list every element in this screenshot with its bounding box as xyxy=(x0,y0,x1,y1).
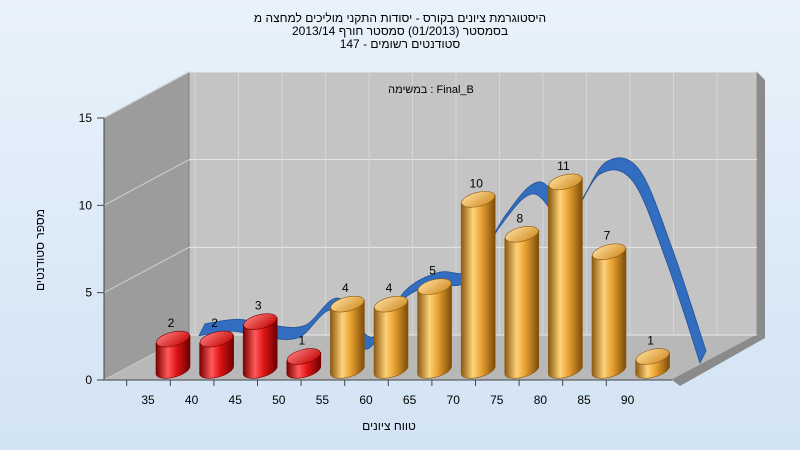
bar-value-label: 2 xyxy=(168,316,175,330)
bar-value-label: 4 xyxy=(386,281,393,295)
x-axis-title: טווח ציונים xyxy=(362,419,416,433)
bar-top xyxy=(417,278,452,295)
bar-top xyxy=(286,348,321,365)
bar-value-label: 1 xyxy=(647,334,654,348)
bar-value-label: 2 xyxy=(211,316,218,330)
x-tick-label: 80 xyxy=(534,393,548,407)
bar-body xyxy=(460,194,496,379)
inner-chart-title: Final_B : במשימה xyxy=(388,84,474,96)
x-tick-label: 60 xyxy=(359,393,373,407)
data-labels: 2 2 3 1 4 4 5 10 8 11 7 1 xyxy=(168,159,655,348)
y-tick-label: 0 xyxy=(85,373,92,387)
bar-top xyxy=(374,295,408,313)
bar-top xyxy=(635,348,670,365)
chart-floor-edge xyxy=(672,335,765,386)
x-tick-label: 85 xyxy=(577,393,591,407)
chart-right-edge xyxy=(757,72,765,338)
bar-body xyxy=(504,229,540,379)
gridline-side xyxy=(103,71,190,119)
x-tick-label: 40 xyxy=(185,393,199,407)
bar-top xyxy=(243,313,278,330)
x-tick-label: 45 xyxy=(229,393,243,407)
chart-title-line-1: היסטוגרמת ציונים בקורס - יסודות התקני מו… xyxy=(253,11,547,25)
gridline-side xyxy=(103,246,190,294)
y-tick-label: 10 xyxy=(79,198,93,212)
bar-body xyxy=(373,299,409,379)
y-axis-title: מספר סטודנטים xyxy=(33,209,47,291)
gridline-side xyxy=(103,159,190,206)
x-tick-label: 55 xyxy=(316,393,330,407)
x-tick-label: 35 xyxy=(141,393,155,407)
bar-body xyxy=(417,282,452,379)
bar-top xyxy=(199,330,234,348)
bar-top xyxy=(592,243,626,260)
bar-series xyxy=(155,173,670,379)
y-tick-label: 15 xyxy=(79,111,93,125)
chart-title-line-3: סטודנטים רשומים - 147 xyxy=(339,37,461,51)
bar-body xyxy=(591,247,627,379)
x-tick-label: 90 xyxy=(621,393,635,407)
bar-value-label: 5 xyxy=(429,264,436,278)
bar-value-label: 3 xyxy=(255,299,262,313)
chart-title-line-2: בסמסטר (01/2013) סמסטר חורף 2013/14 xyxy=(291,24,509,38)
x-tick-label: 75 xyxy=(490,393,504,407)
bar-value-label: 4 xyxy=(342,281,349,295)
y-tick-label: 5 xyxy=(85,286,92,300)
bar-value-label: 10 xyxy=(470,176,484,190)
bar-value-label: 1 xyxy=(298,334,305,348)
x-tick-label: 70 xyxy=(447,393,461,407)
x-tick-label: 65 xyxy=(403,393,417,407)
bar-value-label: 7 xyxy=(604,229,611,243)
bar-top xyxy=(330,295,365,313)
bar-body xyxy=(548,177,583,379)
bar-value-label: 8 xyxy=(516,211,523,225)
bar-top xyxy=(156,330,190,348)
bar-body xyxy=(242,317,278,379)
x-tick-label: 50 xyxy=(272,393,286,407)
bar-top xyxy=(461,191,496,208)
bar-value-label: 11 xyxy=(557,159,570,173)
bar-body xyxy=(330,299,365,379)
bar-top xyxy=(504,226,539,243)
bar-top xyxy=(548,173,583,191)
